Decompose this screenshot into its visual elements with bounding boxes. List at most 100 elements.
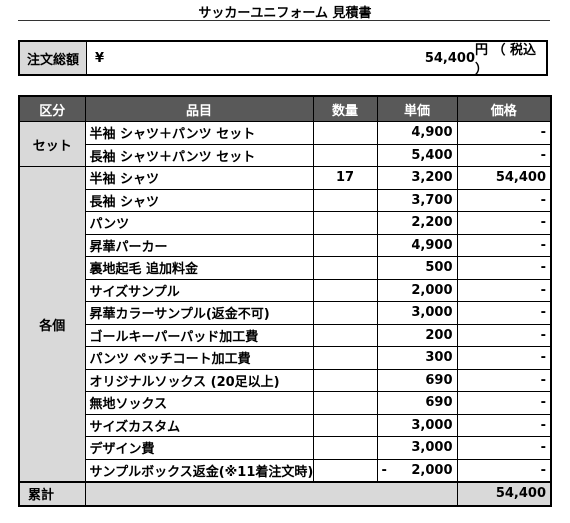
price-cell: -	[456, 323, 552, 347]
table-row: 長袖 シャツ 3,700-	[19, 188, 552, 212]
sum-row: 累計 54,400	[18, 481, 552, 506]
unit-price-cell: - 2,000	[376, 458, 458, 483]
negative-sign: -	[381, 462, 387, 478]
unit-price-cell: 690	[376, 391, 458, 415]
quantity-cell	[312, 301, 378, 325]
sum-spacer	[84, 481, 458, 506]
header-category: 区分	[18, 95, 86, 122]
unit-price-cell: 690	[376, 368, 458, 392]
sum-label: 累計	[18, 481, 86, 506]
table-row: 長袖 シャツ＋パンツ セット 5,400-	[19, 143, 552, 167]
quantity-cell	[312, 436, 378, 460]
order-total-unit: 円 （ 税込 ）	[475, 43, 537, 77]
price-cell: -	[456, 301, 552, 325]
quote-table: 区分 品目 数量 単価 価格 セット 半袖 シャツ＋パンツ セット 4,900- 長袖…	[18, 95, 552, 507]
unit-price-cell: 4,900	[376, 233, 458, 257]
item-cell: サンプルボックス返金(※11着注文時)	[84, 458, 314, 483]
order-total-box: 注文総額 ¥ 54,400 円 （ 税込 ）	[18, 40, 548, 77]
price-cell: -	[456, 143, 552, 167]
price-cell: -	[456, 413, 552, 437]
unit-price-cell: 2,200	[376, 211, 458, 235]
price-cell: -	[456, 188, 552, 212]
price-cell: -	[456, 278, 552, 302]
title-underline	[18, 20, 550, 21]
price-cell: 54,400	[456, 166, 552, 190]
table-row: サンプルボックス返金(※11着注文時) -2,000-	[19, 458, 552, 483]
quantity-cell	[312, 458, 378, 483]
table-row: 裏地起毛 追加料金 500-	[19, 256, 552, 280]
table-row: セット 半袖 シャツ＋パンツ セット 4,900-	[18, 121, 552, 167]
quantity-cell	[312, 346, 378, 370]
price-cell: -	[456, 391, 552, 415]
unit-price-cell: 3,200	[376, 166, 458, 190]
item-cell: サイズサンプル	[84, 278, 314, 302]
quantity-cell	[312, 188, 378, 212]
price-cell: -	[456, 458, 552, 483]
unit-price-cell: 5,400	[376, 143, 458, 167]
price-cell: -	[456, 256, 552, 280]
price-cell: -	[456, 436, 552, 460]
quantity-cell	[312, 121, 378, 145]
quantity-cell	[312, 278, 378, 302]
price-cell: -	[456, 346, 552, 370]
item-cell: 昇華パーカー	[84, 233, 314, 257]
price-cell: -	[456, 211, 552, 235]
unit-price-cell: 4,900	[376, 121, 458, 145]
table-row: 無地ソックス 690-	[19, 391, 552, 415]
unit-price-value: 2,000	[411, 462, 453, 478]
unit-price-cell: 3,000	[376, 301, 458, 325]
unit-price-cell: 500	[376, 256, 458, 280]
table-row: 各個 半袖 シャツ 17 3,200 54,400	[18, 166, 552, 483]
unit-price-cell: 300	[376, 346, 458, 370]
item-cell: 昇華カラーサンプル(返金不可)	[84, 301, 314, 325]
currency-symbol: ¥	[95, 50, 105, 66]
table-row: ゴールキーパーパッド加工費 200-	[19, 323, 552, 347]
header-quantity: 数量	[312, 95, 378, 122]
unit-price-cell: 2,000	[376, 278, 458, 302]
table-row: パンツ 2,200-	[19, 211, 552, 235]
item-cell: ゴールキーパーパッド加工費	[84, 323, 314, 347]
quantity-cell	[312, 143, 378, 167]
header-item: 品目	[84, 95, 314, 122]
unit-price-cell: 3,000	[376, 413, 458, 437]
price-cell: -	[456, 368, 552, 392]
table-row: パンツ ペッチコート加工費 300-	[19, 346, 552, 370]
quantity-cell	[312, 256, 378, 280]
quantity-cell	[312, 368, 378, 392]
quantity-cell: 17	[312, 166, 378, 190]
unit-price-cell: 3,000	[376, 436, 458, 460]
table-row: デザイン費 3,000-	[19, 436, 552, 460]
order-total-label: 注文総額	[20, 42, 87, 74]
quantity-cell	[312, 413, 378, 437]
header-unit-price: 単価	[376, 95, 458, 122]
quantity-cell	[312, 323, 378, 347]
item-cell: 半袖 シャツ	[84, 166, 314, 190]
table-row: 昇華カラーサンプル(返金不可) 3,000-	[19, 301, 552, 325]
price-cell: -	[456, 233, 552, 257]
table-row: オリジナルソックス (20足以上) 690-	[19, 368, 552, 392]
item-cell: 裏地起毛 追加料金	[84, 256, 314, 280]
category-cell: 各個	[18, 166, 86, 483]
quantity-cell	[312, 211, 378, 235]
item-cell: 長袖 シャツ	[84, 188, 314, 212]
table-header-row: 区分 品目 数量 単価 価格	[18, 95, 552, 122]
quantity-cell	[312, 233, 378, 257]
price-cell: -	[456, 121, 552, 145]
header-price: 価格	[456, 95, 552, 122]
item-cell: サイズカスタム	[84, 413, 314, 437]
category-cell: セット	[18, 121, 86, 167]
table-row: サイズサンプル 2,000-	[19, 278, 552, 302]
item-cell: 半袖 シャツ＋パンツ セット	[84, 121, 314, 145]
document-title: サッカーユニフォーム 見積書	[198, 6, 372, 21]
unit-price-cell: 3,700	[376, 188, 458, 212]
item-cell: 無地ソックス	[84, 391, 314, 415]
order-total-amount: 54,400	[424, 50, 475, 66]
quantity-cell	[312, 391, 378, 415]
item-cell: パンツ ペッチコート加工費	[84, 346, 314, 370]
item-cell: デザイン費	[84, 436, 314, 460]
item-cell: オリジナルソックス (20足以上)	[84, 368, 314, 392]
sum-price: 54,400	[456, 481, 552, 506]
unit-price-cell: 200	[376, 323, 458, 347]
table-row: 昇華パーカー 4,900-	[19, 233, 552, 257]
item-cell: パンツ	[84, 211, 314, 235]
